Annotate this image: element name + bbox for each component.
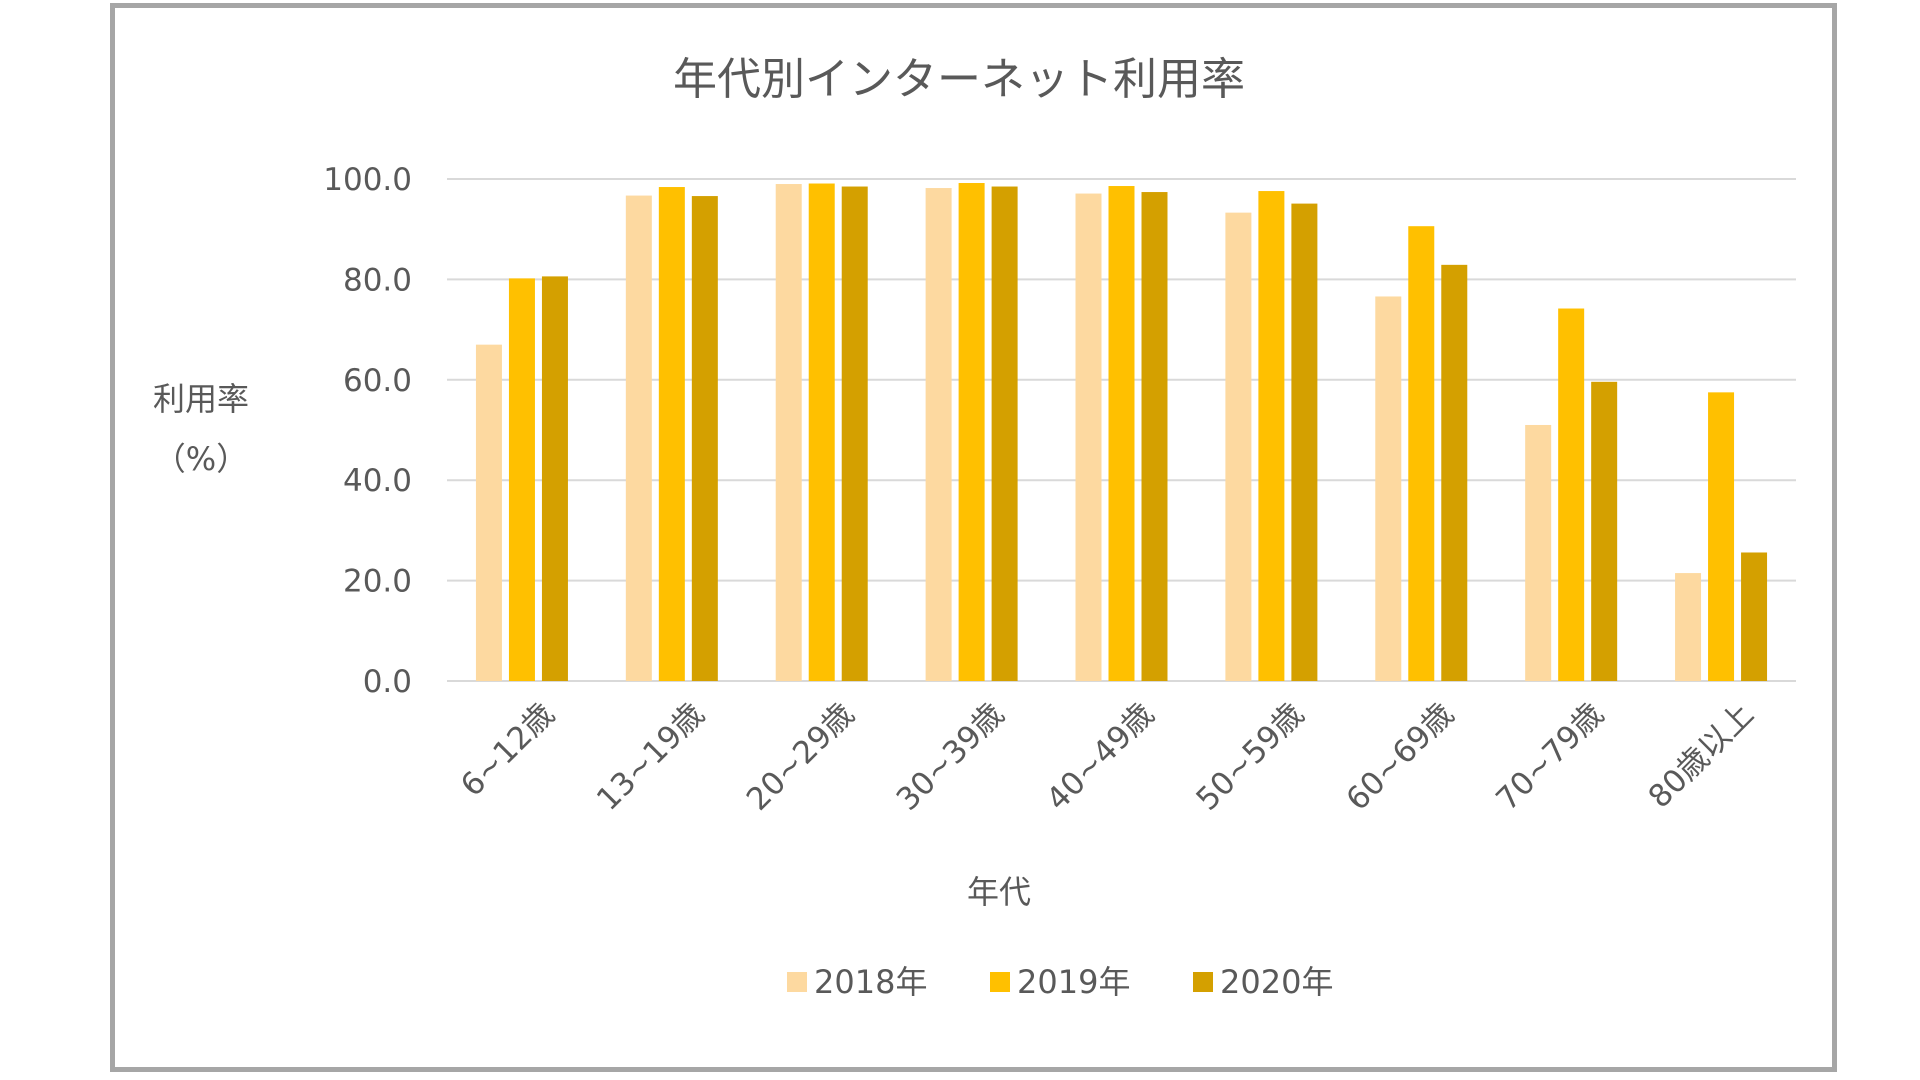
- y-tick-label: 80.0: [343, 262, 412, 298]
- legend-label: 2019年: [1017, 963, 1130, 1001]
- bar-2019年-30~39歳: [958, 183, 985, 682]
- y-tick-label: 60.0: [343, 363, 412, 399]
- bar-2020年-13~19歳: [691, 196, 718, 681]
- x-tick-label: 13~19歳: [590, 696, 712, 818]
- x-tick-label: 30~39歳: [890, 696, 1012, 818]
- y-tick-label: 20.0: [343, 564, 412, 600]
- bar-2018年-6~12歳: [475, 344, 502, 681]
- bar-2020年-70~79歳: [1591, 381, 1618, 681]
- x-tick-label: 50~59歳: [1190, 696, 1312, 818]
- y-axis-title-line-2: （%）: [154, 440, 248, 478]
- y-tick-label: 100.0: [323, 162, 412, 198]
- y-tick-label: 0.0: [363, 664, 412, 700]
- bar-2018年-30~39歳: [925, 188, 952, 681]
- legend-swatch: [787, 972, 807, 992]
- bar-2019年-60~69歳: [1408, 226, 1435, 682]
- legend-label: 2020年: [1220, 963, 1333, 1001]
- y-tick-label: 40.0: [343, 463, 412, 499]
- bar-2019年-50~59歳: [1258, 191, 1285, 681]
- legend-swatch: [990, 972, 1010, 992]
- y-axis-title: 利用率 （%）: [153, 380, 249, 478]
- bar-2019年-70~79歳: [1558, 308, 1585, 681]
- bar-2020年-6~12歳: [541, 276, 568, 681]
- x-tick-label: 40~49歳: [1040, 696, 1162, 818]
- bar-2018年-80歳以上: [1675, 573, 1702, 681]
- x-tick-label: 6~12歳: [454, 696, 562, 804]
- x-tick-label: 80歳以上: [1642, 696, 1761, 815]
- bar-2018年-20~29歳: [775, 184, 802, 681]
- bar-2020年-40~49歳: [1141, 192, 1168, 681]
- bar-2020年-50~59歳: [1291, 203, 1318, 681]
- legend-label: 2018年: [814, 963, 927, 1001]
- bar-2020年-20~29歳: [841, 186, 868, 681]
- bar-2018年-40~49歳: [1075, 193, 1102, 682]
- chart: 年代別インターネット利用率 利用率 （%） 0.0 20.0 40.0 60.0 80.…: [153, 54, 1796, 1001]
- bar-2018年-60~69歳: [1375, 296, 1402, 681]
- bar-2019年-20~29歳: [808, 183, 835, 681]
- bar-2018年-13~19歳: [625, 195, 652, 682]
- x-tick-label: 70~79歳: [1489, 696, 1611, 818]
- bar-2019年-40~49歳: [1108, 186, 1135, 681]
- bar-2018年-70~79歳: [1525, 424, 1552, 681]
- legend: 2018年 2019年 2020年: [787, 963, 1333, 1001]
- chart-title: 年代別インターネット利用率: [673, 54, 1245, 105]
- bar-2019年-6~12歳: [508, 278, 535, 681]
- y-axis-title-line-1: 利用率: [153, 380, 249, 418]
- bar-2019年-80歳以上: [1708, 392, 1735, 681]
- bar-2019年-13~19歳: [658, 187, 685, 682]
- x-axis-ticks: 6~12歳 13~19歳 20~29歳 30~39歳 40~49歳 50~59歳 60~69…: [454, 696, 1761, 818]
- x-tick-label: 20~29歳: [740, 696, 862, 818]
- bar-2020年-30~39歳: [991, 186, 1018, 681]
- bar-2020年-80歳以上: [1741, 552, 1768, 681]
- bar-2018年-50~59歳: [1225, 212, 1252, 681]
- bar-2020年-60~69歳: [1441, 264, 1468, 681]
- chart-frame: 年代別インターネット利用率 利用率 （%） 0.0 20.0 40.0 60.0 80.…: [110, 3, 1837, 1072]
- legend-swatch: [1193, 972, 1213, 992]
- x-tick-label: 60~69歳: [1339, 696, 1461, 818]
- bars: [475, 183, 1768, 682]
- y-axis-ticks: 0.0 20.0 40.0 60.0 80.0 100.0: [323, 162, 412, 700]
- x-axis-title: 年代: [967, 873, 1031, 911]
